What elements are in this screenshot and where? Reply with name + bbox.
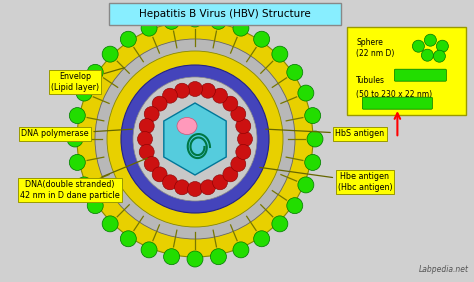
Ellipse shape xyxy=(152,96,167,111)
Ellipse shape xyxy=(69,108,85,124)
Ellipse shape xyxy=(164,249,180,265)
Ellipse shape xyxy=(223,96,238,111)
Ellipse shape xyxy=(298,177,314,193)
Text: Envelop
(Lipid layer): Envelop (Lipid layer) xyxy=(51,68,124,92)
Ellipse shape xyxy=(187,251,203,267)
Ellipse shape xyxy=(272,216,288,232)
Ellipse shape xyxy=(212,175,228,190)
FancyBboxPatch shape xyxy=(363,97,432,109)
Ellipse shape xyxy=(305,155,321,170)
Ellipse shape xyxy=(95,39,295,239)
Ellipse shape xyxy=(87,64,103,80)
Polygon shape xyxy=(164,103,226,175)
Text: Hbe antigen
(Hbc antigen): Hbe antigen (Hbc antigen) xyxy=(260,168,392,192)
Ellipse shape xyxy=(424,34,437,46)
Ellipse shape xyxy=(141,242,157,258)
Ellipse shape xyxy=(69,155,85,170)
Ellipse shape xyxy=(201,83,216,98)
Ellipse shape xyxy=(174,83,190,98)
Ellipse shape xyxy=(102,216,118,232)
Ellipse shape xyxy=(120,231,137,247)
Ellipse shape xyxy=(237,131,253,147)
Ellipse shape xyxy=(67,131,83,147)
Ellipse shape xyxy=(102,46,118,62)
Text: DNA polymerase: DNA polymerase xyxy=(21,129,132,138)
Ellipse shape xyxy=(210,13,227,29)
Ellipse shape xyxy=(433,50,446,62)
Ellipse shape xyxy=(144,157,159,171)
Ellipse shape xyxy=(76,85,92,101)
Ellipse shape xyxy=(233,20,249,36)
Ellipse shape xyxy=(233,242,249,258)
Ellipse shape xyxy=(307,131,323,147)
Ellipse shape xyxy=(236,118,251,134)
Text: Tubules: Tubules xyxy=(356,76,385,85)
Ellipse shape xyxy=(188,81,202,96)
Ellipse shape xyxy=(231,107,246,122)
Ellipse shape xyxy=(187,11,203,27)
Ellipse shape xyxy=(437,40,448,52)
Ellipse shape xyxy=(177,118,197,135)
Ellipse shape xyxy=(287,198,303,214)
Ellipse shape xyxy=(76,177,92,193)
Text: Sphere
(22 nm D): Sphere (22 nm D) xyxy=(356,38,395,58)
Ellipse shape xyxy=(412,40,424,52)
Ellipse shape xyxy=(107,51,283,227)
Ellipse shape xyxy=(139,118,154,134)
Ellipse shape xyxy=(141,20,157,36)
Ellipse shape xyxy=(137,131,153,147)
Ellipse shape xyxy=(305,108,321,124)
Ellipse shape xyxy=(254,231,270,247)
Text: (50 to 230 x 22 nm): (50 to 230 x 22 nm) xyxy=(356,90,432,99)
Ellipse shape xyxy=(223,167,238,182)
Ellipse shape xyxy=(254,31,270,47)
Ellipse shape xyxy=(231,157,246,171)
Text: Hepatitis B Virus (HBV) Structure: Hepatitis B Virus (HBV) Structure xyxy=(139,9,311,19)
Ellipse shape xyxy=(201,180,216,195)
Ellipse shape xyxy=(163,175,177,190)
Text: HbS antigen: HbS antigen xyxy=(266,129,384,138)
Ellipse shape xyxy=(120,31,137,47)
Ellipse shape xyxy=(163,88,177,103)
FancyBboxPatch shape xyxy=(109,3,341,25)
Ellipse shape xyxy=(287,64,303,80)
Ellipse shape xyxy=(87,198,103,214)
Ellipse shape xyxy=(164,13,180,29)
Ellipse shape xyxy=(133,77,257,201)
Ellipse shape xyxy=(298,85,314,101)
Ellipse shape xyxy=(272,46,288,62)
Ellipse shape xyxy=(210,249,227,265)
Ellipse shape xyxy=(174,180,190,195)
Ellipse shape xyxy=(152,167,167,182)
Text: DNA(double stranded)
42 nm in D dane particle: DNA(double stranded) 42 nm in D dane par… xyxy=(20,158,147,200)
Ellipse shape xyxy=(121,65,269,213)
Ellipse shape xyxy=(236,144,251,159)
Ellipse shape xyxy=(144,107,159,122)
Text: Labpedia.net: Labpedia.net xyxy=(419,265,469,274)
Ellipse shape xyxy=(188,182,202,197)
Ellipse shape xyxy=(421,49,433,61)
Ellipse shape xyxy=(77,21,313,257)
Ellipse shape xyxy=(212,88,228,103)
FancyBboxPatch shape xyxy=(347,27,465,115)
Ellipse shape xyxy=(139,144,154,159)
FancyBboxPatch shape xyxy=(394,69,447,81)
